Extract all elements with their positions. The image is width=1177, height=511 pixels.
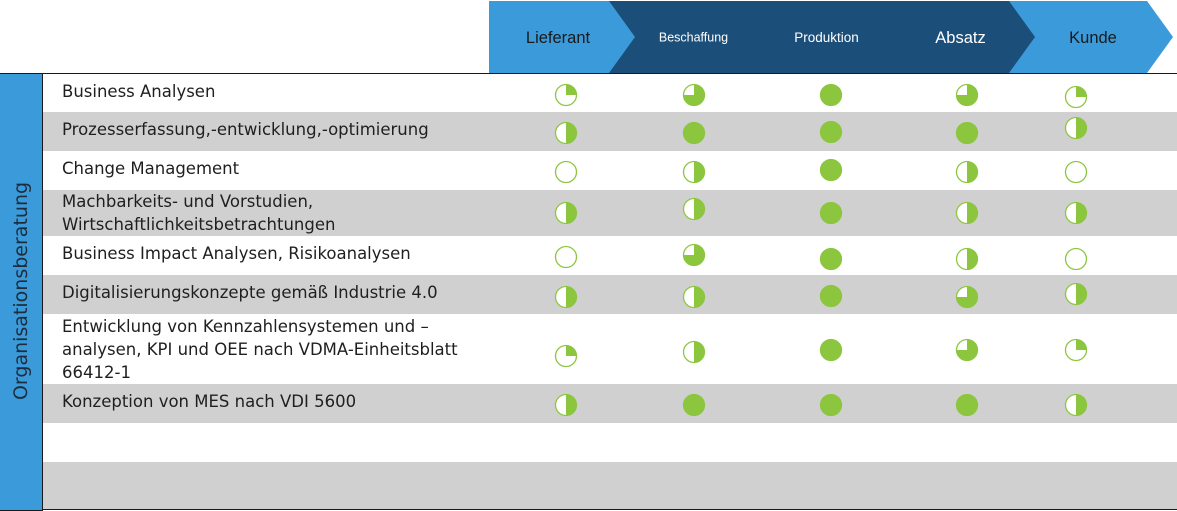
harvey-ball-50-icon [1064,393,1088,417]
harvey-ball-50-icon [1064,282,1088,306]
table-row [43,423,1177,462]
harvey-ball-25-icon [1064,338,1088,362]
harvey-ball-75-icon [955,338,979,362]
row-label: Machbarkeits- und Vorstudien, Wirtschaftl… [62,190,335,236]
harvey-ball-50-icon [682,340,706,364]
side-category-bar [0,73,43,511]
harvey-ball-50-icon [682,197,706,221]
row-label: Change Management [62,159,240,178]
row-label: Business Impact Analysen, Risikoanalysen [62,244,411,263]
harvey-ball-25-icon [554,83,578,107]
chevron-produktion [742,1,907,73]
table-bottom-border [43,509,1177,510]
table-row: Konzeption von MES nach VDI 5600 [43,384,1177,423]
value-chain-chevrons: Lieferant Beschaffung Produktion Absatz Kund… [489,1,1173,73]
harvey-ball-100-icon [955,393,979,417]
harvey-ball-100-icon [819,338,843,362]
row-label: Entwicklung von Kennzahlensystemen und –… [62,315,458,384]
chevron-beschaffung [609,1,774,73]
harvey-ball-75-icon [682,83,706,107]
harvey-ball-0-icon [554,245,578,269]
harvey-ball-0-icon [1064,247,1088,271]
harvey-ball-0-icon [1064,160,1088,184]
harvey-ball-75-icon [955,83,979,107]
harvey-ball-100-icon [819,247,843,271]
table-row: Machbarkeits- und Vorstudien, Wirtschaftl… [43,190,1177,236]
harvey-ball-100-icon [819,83,843,107]
row-label-line: Wirtschaftlichkeitsbetrachtungen [62,215,336,234]
table-row: Digitalisierungskonzepte gemäß Industrie… [43,275,1177,314]
chevron-label: Produktion [794,30,859,45]
chevron-absatz [876,1,1041,73]
harvey-ball-100-icon [819,120,843,144]
harvey-ball-100-icon [819,158,843,182]
harvey-ball-100-icon [955,121,979,145]
table-row: Business Analysen [43,74,1177,112]
table-row: Prozesserfassung,-entwicklung,-optimieru… [43,112,1177,151]
harvey-ball-50-icon [682,160,706,184]
row-label: Prozesserfassung,-entwicklung,-optimieru… [62,120,429,139]
harvey-ball-75-icon [955,285,979,309]
chevron-label: Beschaffung [659,31,728,45]
harvey-ball-50-icon [554,121,578,145]
harvey-ball-100-icon [819,393,843,417]
chevron-label: Kunde [1069,29,1117,47]
harvey-ball-50-icon [682,285,706,309]
harvey-ball-100-icon [682,393,706,417]
harvey-ball-25-icon [554,344,578,368]
harvey-ball-50-icon [554,285,578,309]
table-row: Entwicklung von Kennzahlensystemen und –… [43,314,1177,384]
chevron-kunde [1009,1,1173,73]
table-row: Change Management [43,151,1177,190]
harvey-ball-75-icon [682,243,706,267]
row-label-line: Machbarkeits- und Vorstudien, [62,192,314,211]
row-label: Digitalisierungskonzepte gemäß Industrie… [62,283,438,302]
harvey-ball-50-icon [955,247,979,271]
harvey-ball-50-icon [554,201,578,225]
row-label-line: analysen, KPI und OEE nach VDMA-Einheits… [62,340,458,359]
row-label: Business Analysen [62,82,216,101]
side-category-label: Organisationsberatung [10,181,32,401]
harvey-ball-100-icon [819,201,843,225]
harvey-ball-0-icon [554,160,578,184]
table-row [43,462,1177,509]
harvey-ball-50-icon [554,393,578,417]
chevron-label: Lieferant [526,29,591,47]
chevron-lieferant [489,1,641,73]
row-label-line: Entwicklung von Kennzahlensystemen und – [62,317,429,336]
harvey-ball-50-icon [1064,201,1088,225]
harvey-ball-50-icon [955,160,979,184]
table-top-border [43,73,1177,74]
harvey-ball-50-icon [1064,116,1088,140]
row-label: Konzeption von MES nach VDI 5600 [62,392,357,411]
row-label-line: 66412-1 [62,363,131,382]
harvey-ball-100-icon [819,284,843,308]
harvey-ball-50-icon [955,201,979,225]
table-row: Business Impact Analysen, Risikoanalysen [43,236,1177,275]
harvey-ball-100-icon [682,121,706,145]
chevron-label: Absatz [935,29,985,47]
harvey-ball-25-icon [1064,85,1088,109]
